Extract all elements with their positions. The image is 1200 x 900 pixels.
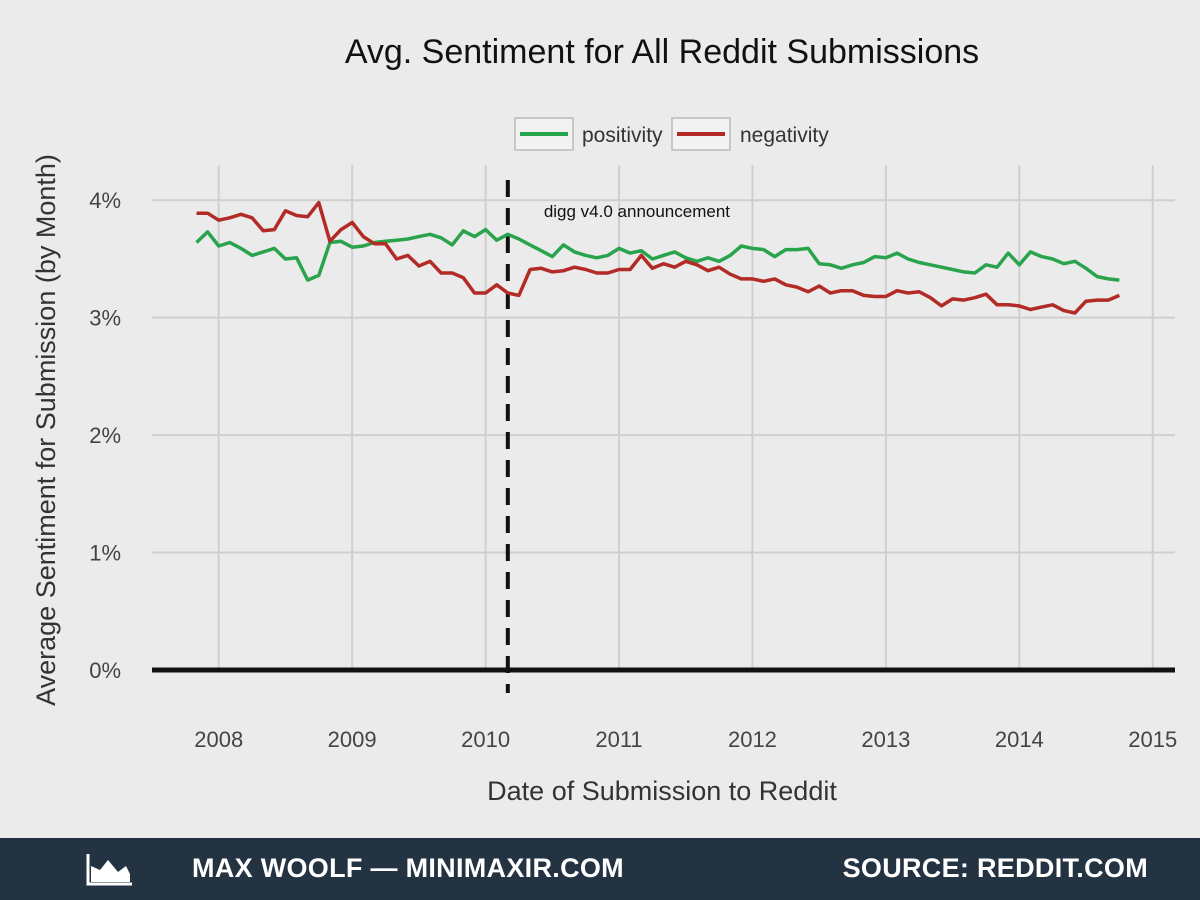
line-chart: Avg. Sentiment for All Reddit Submission… — [31, 33, 1177, 806]
y-gridlines — [152, 199, 1175, 554]
legend-label: positivity — [582, 124, 663, 147]
y-tick-label: 3% — [89, 306, 121, 331]
series-line-positivity — [195, 227, 1120, 282]
series-lines — [195, 200, 1121, 315]
legend: positivity negativity — [514, 117, 829, 151]
y-tick-label: 1% — [89, 541, 121, 566]
annotation-label: digg v4.0 announcement — [544, 202, 730, 221]
footer-bar: MAX WOOLF — MINIMAXIR.COM SOURCE: REDDIT… — [0, 838, 1200, 900]
y-tick-label: 4% — [89, 188, 121, 213]
source-credit: SOURCE: REDDIT.COM — [842, 853, 1148, 883]
x-tick-label: 2014 — [995, 727, 1044, 752]
area-chart-icon — [86, 854, 132, 886]
legend-label: negativity — [740, 124, 829, 147]
chart-title: Avg. Sentiment for All Reddit Submission… — [345, 33, 979, 71]
x-tick-label: 2009 — [328, 727, 377, 752]
y-tick-label: 2% — [89, 423, 121, 448]
annotation: digg v4.0 announcement — [505, 180, 730, 693]
x-tick-label: 2013 — [861, 727, 910, 752]
x-tick-labels: 2008 2009 2010 2011 2012 2013 2014 2015 — [194, 727, 1177, 752]
x-tick-label: 2010 — [461, 727, 510, 752]
x-axis-label: Date of Submission to Reddit — [487, 776, 837, 806]
series-line-negativity — [196, 200, 1121, 315]
x-tick-label: 2015 — [1128, 727, 1177, 752]
x-tick-label: 2011 — [595, 727, 642, 752]
y-tick-label: 0% — [89, 658, 121, 683]
x-tick-label: 2008 — [194, 727, 243, 752]
x-gridlines — [217, 165, 1154, 670]
x-tick-label: 2012 — [728, 727, 777, 752]
author-credit: MAX WOOLF — MINIMAXIR.COM — [192, 853, 624, 883]
y-axis-label: Average Sentiment for Submission (by Mon… — [31, 154, 61, 706]
y-tick-labels: 0% 1% 2% 3% 4% — [89, 188, 121, 683]
